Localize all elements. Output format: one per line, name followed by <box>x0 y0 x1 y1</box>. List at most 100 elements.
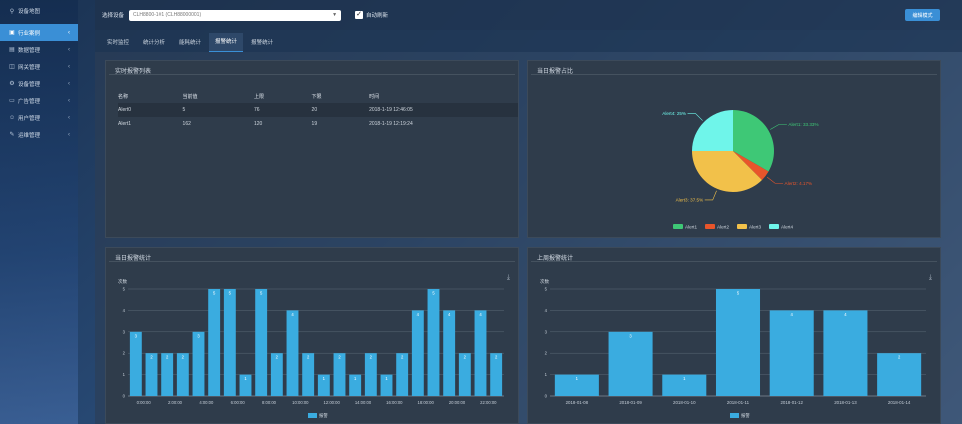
tab-4[interactable]: 报警统计 <box>251 40 274 46</box>
today-alert-panel: 当日报警统计 ⤓ 次数 0 1 2 3 4 5 3 2 2 2 3 5 5 1 5 2 4 2 1 2 1 2 1 2 4 5 4 2 4… <box>105 247 519 424</box>
bar[interactable] <box>349 374 362 396</box>
legend-swatch <box>730 413 739 418</box>
download-icon[interactable]: ⤓ <box>506 274 510 281</box>
bar[interactable] <box>474 310 487 396</box>
table-header: 下限 <box>311 93 322 100</box>
bar-value-label: 1 <box>323 376 326 381</box>
bar[interactable] <box>608 331 653 396</box>
table-row[interactable]: Alert0 5 76 20 2018-1-19 12:46:05 <box>118 103 518 117</box>
y-axis-label: 次数 <box>118 278 127 285</box>
bar[interactable] <box>333 353 346 396</box>
x-tick-label: 2:00:00 <box>168 400 183 405</box>
sidebar-item-2[interactable]: ▤ 数据管理 ‹ <box>0 41 78 58</box>
y-tick-label: 1 <box>545 372 548 377</box>
bar[interactable] <box>317 374 330 396</box>
bar[interactable] <box>411 310 424 396</box>
bar[interactable] <box>769 310 814 396</box>
x-tick-label: 2018-01-12 <box>780 400 803 405</box>
bar[interactable] <box>208 289 221 396</box>
bar[interactable] <box>302 353 315 396</box>
x-tick-label: 2018-01-09 <box>619 400 642 405</box>
bar[interactable] <box>129 331 142 396</box>
chevron-down-icon: ▼ <box>332 12 338 18</box>
legend-label: 报警 <box>741 412 750 419</box>
sidebar-item-label: 用户管理 <box>18 115 41 122</box>
pie-slice-alert4[interactable] <box>692 110 733 151</box>
chevron-left-icon: ‹ <box>68 29 70 36</box>
sidebar-item-6[interactable]: ☺ 用户管理 ‹ <box>0 109 78 126</box>
sidebar-item-5[interactable]: ▭ 广告管理 ‹ <box>0 92 78 109</box>
download-icon[interactable]: ⤓ <box>928 274 932 281</box>
pie-slice-alert2[interactable] <box>733 151 769 180</box>
bar[interactable] <box>823 310 868 396</box>
week-bar-chart: 次数 0 1 2 3 4 5 1 3 1 5 4 4 2 2018-01-08 2018-01-09 2018-… <box>540 278 926 419</box>
bar-value-label: 1 <box>683 376 686 381</box>
bar[interactable] <box>458 353 471 396</box>
tab-1[interactable]: 统计分析 <box>143 40 166 46</box>
edit-mode-button[interactable]: 编辑模式 <box>905 9 940 21</box>
bar[interactable] <box>364 353 377 396</box>
bar[interactable] <box>239 374 252 396</box>
tab-0[interactable]: 实时监控 <box>107 40 130 46</box>
device-select[interactable]: CLH8800-1#1 (CLH88000001) ▼ <box>129 9 342 21</box>
bar[interactable] <box>715 289 761 396</box>
y-tick-label: 4 <box>123 308 126 313</box>
bar-value-label: 2 <box>276 355 279 360</box>
legend-swatch <box>737 224 747 229</box>
x-tick-label: 18:00:00 <box>418 400 435 405</box>
bar-value-label: 2 <box>370 355 373 360</box>
bar-value-label: 3 <box>135 333 138 338</box>
bar[interactable] <box>396 353 409 396</box>
bar[interactable] <box>286 310 299 396</box>
sidebar-item-0[interactable]: ⚲ 设备地图 <box>0 0 78 22</box>
bar[interactable] <box>554 374 599 396</box>
pie-chart-panel: 当日报警占比 Alert1: 33.33% Alert2: 4.17% Alert3… <box>527 60 941 238</box>
sidebar-item-4[interactable]: ⚙ 设备管理 ‹ <box>0 75 78 92</box>
bar[interactable] <box>662 374 707 396</box>
bar-value-label: 2 <box>150 355 153 360</box>
table-header: 当前值 <box>182 93 198 100</box>
bar[interactable] <box>192 331 205 396</box>
device-select-label: 选择设备 <box>102 13 125 19</box>
bar-value-label: 2 <box>338 355 341 360</box>
auto-refresh-label: 自动刷新 <box>366 13 389 19</box>
sidebar-item-7[interactable]: ✎ 运维管理 ‹ <box>0 126 78 143</box>
auto-refresh-checkbox[interactable]: ✓ <box>355 11 364 19</box>
bar[interactable] <box>877 353 922 396</box>
bar[interactable] <box>223 289 236 396</box>
bar[interactable] <box>176 353 189 396</box>
x-tick-label: 12:00:00 <box>324 400 341 405</box>
bar[interactable] <box>490 353 503 396</box>
map-pin-icon: ⚲ <box>9 8 15 15</box>
y-tick-label: 5 <box>545 287 548 292</box>
bar-value-label: 2 <box>898 355 901 360</box>
bar[interactable] <box>443 310 456 396</box>
data-icon: ▤ <box>9 47 15 53</box>
bar-value-label: 5 <box>213 291 216 296</box>
main-content: 实时报警列表 名称 当前值 上限 下限 时间 Alert0 5 76 20 2018-1-19 … <box>95 52 962 424</box>
table-row[interactable]: Alert1 162 120 19 2018-1-19 12:19:24 <box>118 117 518 131</box>
bar[interactable] <box>427 289 440 396</box>
chevron-left-icon: ‹ <box>68 114 70 121</box>
x-tick-label: 2018-01-08 <box>566 400 589 405</box>
bar[interactable] <box>270 353 283 396</box>
top-toolbar: 选择设备 CLH8800-1#1 (CLH88000001) ▼ ✓ 自动刷新 … <box>95 0 962 30</box>
pie-slice-label: Alert3: 37.5% <box>676 198 704 203</box>
tab-3[interactable]: 报警统计 <box>209 33 244 52</box>
tab-2[interactable]: 能耗统计 <box>179 40 202 46</box>
bar[interactable] <box>145 353 158 396</box>
bar[interactable] <box>380 374 393 396</box>
bar-value-label: 2 <box>401 355 404 360</box>
bar[interactable] <box>161 353 174 396</box>
table-cell: 2018-1-19 12:19:24 <box>369 121 413 127</box>
pie-slice-alert3[interactable] <box>692 151 762 193</box>
bar-value-label: 3 <box>197 333 200 338</box>
table-cell: 162 <box>182 121 191 127</box>
sidebar-item-label: 网关管理 <box>18 64 41 71</box>
bar[interactable] <box>255 289 268 396</box>
sidebar-item-3[interactable]: ◫ 网关管理 ‹ <box>0 58 78 75</box>
x-tick-label: 14:00:00 <box>355 400 372 405</box>
sidebar-item-1[interactable]: ▣ 行业案例 ‹ <box>0 24 78 41</box>
table-header: 名称 <box>118 93 129 100</box>
pie-slice-alert1[interactable] <box>733 110 774 172</box>
